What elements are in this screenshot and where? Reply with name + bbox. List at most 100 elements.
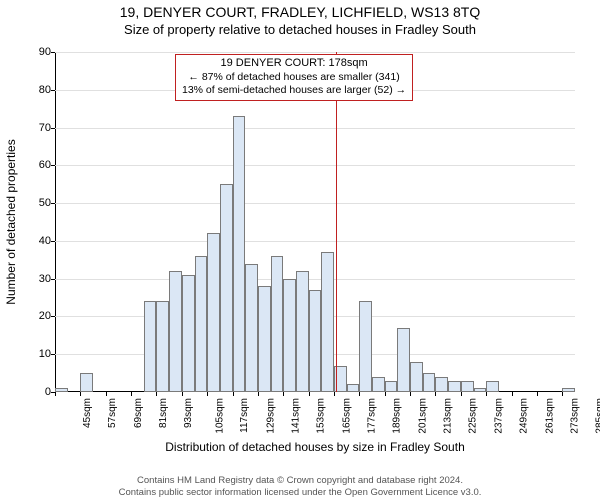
histogram-bar [169,271,182,392]
marker-line [336,52,337,392]
y-tick-label: 70 [21,122,51,134]
x-axis-label: Distribution of detached houses by size … [55,440,575,454]
y-tick [51,316,55,317]
histogram-bar [80,373,93,392]
y-tick [51,165,55,166]
grid-line [55,165,575,166]
histogram-bar [423,373,436,392]
grid-line [55,279,575,280]
x-tick [385,392,386,396]
x-tick-label: 129sqm [265,398,276,434]
histogram-bar [144,301,157,392]
histogram-bar [347,384,360,392]
x-tick [537,392,538,396]
x-tick-label: 45sqm [82,398,93,428]
x-tick [233,392,234,396]
y-tick-label: 0 [21,386,51,398]
histogram-bar [385,381,398,392]
histogram-bar [359,301,372,392]
grid-line [55,128,575,129]
x-tick [156,392,157,396]
x-tick [283,392,284,396]
x-tick-label: 273sqm [570,398,581,434]
footer-copyright: Contains HM Land Registry data © Crown c… [0,475,600,486]
histogram-bar [283,279,296,392]
x-tick [461,392,462,396]
x-tick [182,392,183,396]
x-tick-label: 81sqm [158,398,169,428]
x-tick-label: 165sqm [341,398,352,434]
histogram-bar [258,286,271,392]
y-tick [51,279,55,280]
y-tick-label: 50 [21,197,51,209]
info-line-property: 19 DENYER COURT: 178sqm [182,57,406,71]
x-tick [359,392,360,396]
x-tick-label: 225sqm [468,398,479,434]
histogram-bar [55,388,68,392]
y-tick-label: 20 [21,310,51,322]
histogram-bar [245,264,258,392]
x-tick-label: 261sqm [544,398,555,434]
x-tick [309,392,310,396]
histogram-bar [195,256,208,392]
x-tick-label: 141sqm [291,398,302,434]
x-tick [334,392,335,396]
x-tick [258,392,259,396]
footer-licence: Contains public sector information licen… [0,487,600,498]
histogram-bar [435,377,448,392]
histogram-bar [461,381,474,392]
y-tick [51,203,55,204]
y-tick [51,52,55,53]
x-tick [435,392,436,396]
chart-footer: Contains HM Land Registry data © Crown c… [0,475,600,498]
histogram-bar [296,271,309,392]
x-tick [80,392,81,396]
x-tick-label: 213sqm [443,398,454,434]
x-tick [562,392,563,396]
x-tick [131,392,132,396]
histogram-bar [372,377,385,392]
property-size-chart: 19, DENYER COURT, FRADLEY, LICHFIELD, WS… [0,0,600,500]
grid-line [55,241,575,242]
x-tick [410,392,411,396]
y-axis-label: Number of detached properties [4,52,20,392]
x-tick-label: 177sqm [367,398,378,434]
chart-subtitle: Size of property relative to detached ho… [0,22,600,37]
histogram-bar [233,116,246,392]
chart-title: 19, DENYER COURT, FRADLEY, LICHFIELD, WS… [0,4,600,20]
y-tick-label: 40 [21,235,51,247]
x-tick [106,392,107,396]
histogram-bar [271,256,284,392]
y-tick-label: 80 [21,84,51,96]
y-tick-label: 10 [21,348,51,360]
y-tick [51,128,55,129]
y-axis-line [55,52,56,392]
x-tick-label: 189sqm [392,398,403,434]
histogram-bar [207,233,220,392]
y-tick-label: 60 [21,159,51,171]
histogram-bar [562,388,575,392]
grid-line [55,203,575,204]
histogram-bar [182,275,195,392]
histogram-bar [156,301,169,392]
y-tick-label: 30 [21,273,51,285]
histogram-bar [410,362,423,392]
y-tick [51,354,55,355]
grid-line [55,52,575,53]
x-tick [55,392,56,396]
plot-area: 19 DENYER COURT: 178sqm ← 87% of detache… [55,52,575,392]
x-tick [207,392,208,396]
marker-info-box: 19 DENYER COURT: 178sqm ← 87% of detache… [175,54,413,101]
x-tick-label: 249sqm [519,398,530,434]
histogram-bar [448,381,461,392]
y-tick [51,241,55,242]
x-tick-label: 285sqm [595,398,600,434]
x-tick-label: 201sqm [417,398,428,434]
x-tick-label: 105sqm [214,398,225,434]
x-tick-label: 117sqm [239,398,250,433]
histogram-bar [397,328,410,392]
x-tick-label: 69sqm [133,398,144,428]
histogram-bar [486,381,499,392]
y-tick [51,90,55,91]
histogram-bar [321,252,334,392]
